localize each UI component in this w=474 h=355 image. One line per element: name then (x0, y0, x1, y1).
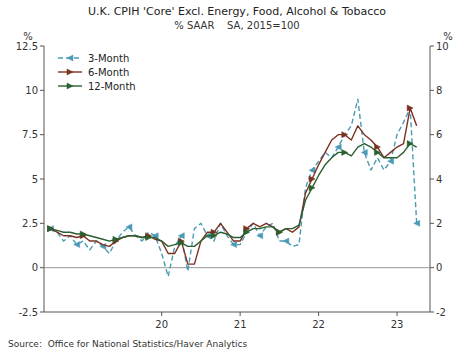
y-tick (40, 46, 44, 47)
legend-label: 12-Month (88, 81, 136, 92)
series-marker (374, 144, 380, 150)
y-tick (40, 90, 44, 91)
series-marker (48, 226, 54, 232)
x-tick (318, 312, 319, 316)
series-line (51, 99, 417, 276)
series-marker (74, 242, 80, 248)
y2-tick-label: 10 (436, 41, 449, 52)
plot-area (48, 99, 420, 276)
legend-marker (67, 69, 73, 75)
series-marker (48, 226, 54, 232)
y2-tick (430, 267, 434, 268)
series-marker (244, 229, 250, 235)
series-marker (48, 226, 54, 232)
x-tick-label: 22 (312, 319, 325, 330)
y2-tick-label: 4 (436, 174, 442, 185)
y-tick (40, 223, 44, 224)
y-tick-label: 5 (32, 174, 38, 185)
x-tick-label: 21 (234, 319, 247, 330)
y2-tick (430, 179, 434, 180)
chart: U.K. CPIH 'Core' Excl. Energy, Food, Alc… (0, 0, 474, 355)
source-note: Source: Office for National Statistics/H… (8, 339, 247, 349)
y-tick-label: 10 (25, 85, 38, 96)
y-tick-label: 2.5 (22, 218, 38, 229)
series-marker (146, 235, 152, 241)
y2-tick-label: 0 (436, 262, 442, 273)
legend-marker (67, 83, 73, 89)
series-line (51, 108, 417, 264)
y-tick-label: 7.5 (22, 129, 38, 140)
y-tick (40, 267, 44, 268)
y2-tick-label: -2 (436, 307, 446, 318)
series-marker (342, 149, 348, 155)
legend: 3-Month 6-Month 12-Month (58, 53, 136, 92)
y-tick (40, 312, 44, 313)
series-marker (309, 167, 315, 173)
series-marker (283, 238, 289, 244)
x-tick (161, 312, 162, 316)
series-marker (126, 224, 132, 230)
y-tick-label: -2.5 (18, 307, 38, 318)
background (0, 0, 474, 355)
series-marker (407, 105, 413, 111)
series-marker (276, 229, 282, 235)
y2-tick-label: 8 (436, 85, 442, 96)
series-marker (374, 149, 380, 155)
y2-tick (430, 223, 434, 224)
y-tick-label: 0 (32, 262, 38, 273)
x-tick (240, 312, 241, 316)
series-marker (113, 236, 119, 242)
zero-line (44, 267, 430, 268)
series-marker (309, 185, 315, 191)
y2-tick-label: 2 (436, 218, 442, 229)
y2-tick (430, 312, 434, 313)
legend-marker (67, 55, 73, 61)
series-line (51, 144, 417, 247)
series-marker (178, 233, 184, 239)
y2-tick (430, 46, 434, 47)
series-marker (178, 240, 184, 246)
series-marker (414, 220, 420, 226)
x-tick-label: 20 (155, 319, 168, 330)
y-tick-label: 12.5 (16, 41, 38, 52)
series-marker (276, 229, 282, 235)
series-marker (335, 144, 341, 150)
series-marker (361, 149, 367, 155)
y-tick (40, 134, 44, 135)
series-marker (407, 141, 413, 147)
x-axis-line (44, 312, 430, 313)
series-marker (211, 233, 217, 239)
legend-label: 6-Month (88, 67, 129, 78)
title: U.K. CPIH 'Core' Excl. Energy, Food, Alc… (88, 5, 386, 18)
series-marker (309, 176, 315, 182)
legend-label: 3-Month (88, 53, 129, 64)
y-tick (40, 179, 44, 180)
subtitle: % SAAR SA, 2015=100 (174, 20, 299, 31)
series-marker (80, 231, 86, 237)
y2-tick (430, 134, 434, 135)
y2-tick (430, 90, 434, 91)
series-marker (342, 132, 348, 138)
x-tick-label: 23 (391, 319, 404, 330)
series-marker (388, 158, 394, 164)
y2-tick-label: 6 (436, 129, 442, 140)
series-marker (231, 242, 237, 248)
series-marker (257, 233, 263, 239)
x-tick (397, 312, 398, 316)
